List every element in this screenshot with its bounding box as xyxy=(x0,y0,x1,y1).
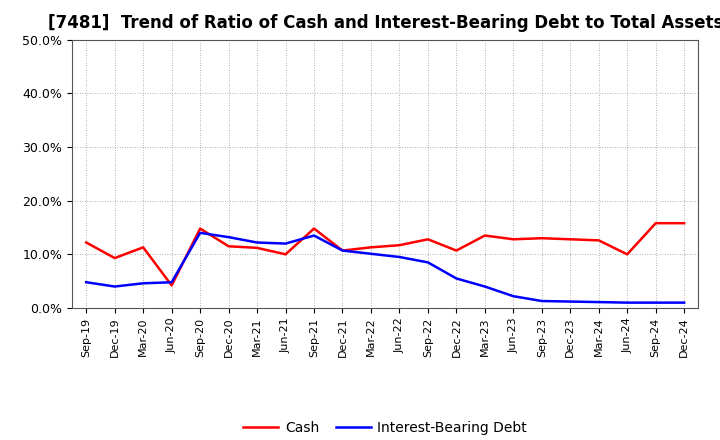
Cash xyxy=(167,283,176,288)
Interest-Bearing Debt xyxy=(310,233,318,238)
Line: Cash: Cash xyxy=(86,223,684,286)
Interest-Bearing Debt xyxy=(652,300,660,305)
Interest-Bearing Debt xyxy=(366,251,375,257)
Cash xyxy=(110,256,119,261)
Cash xyxy=(680,220,688,226)
Cash xyxy=(623,252,631,257)
Interest-Bearing Debt xyxy=(253,240,261,245)
Legend: Cash, Interest-Bearing Debt: Cash, Interest-Bearing Debt xyxy=(238,415,533,440)
Interest-Bearing Debt xyxy=(680,300,688,305)
Interest-Bearing Debt xyxy=(452,276,461,281)
Interest-Bearing Debt xyxy=(509,293,518,299)
Cash xyxy=(196,226,204,231)
Cash xyxy=(139,245,148,250)
Interest-Bearing Debt xyxy=(423,260,432,265)
Interest-Bearing Debt xyxy=(196,230,204,235)
Cash xyxy=(253,245,261,250)
Title: [7481]  Trend of Ratio of Cash and Interest-Bearing Debt to Total Assets: [7481] Trend of Ratio of Cash and Intere… xyxy=(48,15,720,33)
Interest-Bearing Debt xyxy=(110,284,119,289)
Cash xyxy=(423,237,432,242)
Interest-Bearing Debt xyxy=(338,248,347,253)
Interest-Bearing Debt xyxy=(595,300,603,305)
Cash xyxy=(82,240,91,245)
Interest-Bearing Debt xyxy=(282,241,290,246)
Cash xyxy=(452,248,461,253)
Interest-Bearing Debt xyxy=(225,235,233,240)
Interest-Bearing Debt xyxy=(480,284,489,289)
Cash xyxy=(480,233,489,238)
Interest-Bearing Debt xyxy=(395,254,404,260)
Cash xyxy=(225,244,233,249)
Cash xyxy=(338,248,347,253)
Interest-Bearing Debt xyxy=(167,279,176,285)
Cash xyxy=(652,220,660,226)
Cash xyxy=(537,235,546,241)
Interest-Bearing Debt xyxy=(623,300,631,305)
Cash xyxy=(566,237,575,242)
Cash xyxy=(282,252,290,257)
Cash xyxy=(509,237,518,242)
Line: Interest-Bearing Debt: Interest-Bearing Debt xyxy=(86,233,684,303)
Cash xyxy=(395,242,404,248)
Cash xyxy=(310,226,318,231)
Interest-Bearing Debt xyxy=(82,279,91,285)
Cash xyxy=(366,245,375,250)
Interest-Bearing Debt xyxy=(139,281,148,286)
Interest-Bearing Debt xyxy=(566,299,575,304)
Interest-Bearing Debt xyxy=(537,298,546,304)
Cash xyxy=(595,238,603,243)
